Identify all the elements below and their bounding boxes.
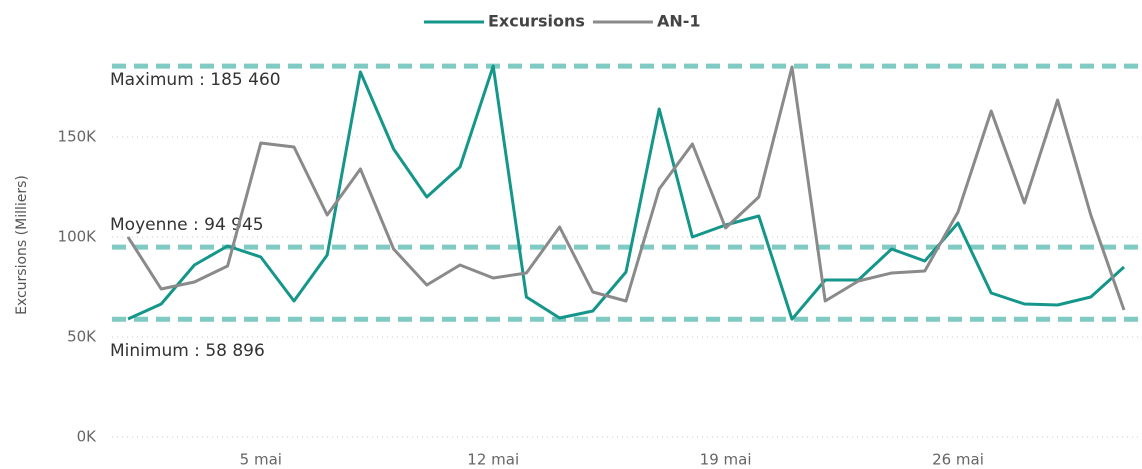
y-tick-label: 0K [77,428,98,446]
x-tick-label: 26 mai [932,451,984,469]
x-tick-label: 19 mai [700,451,752,469]
reference-label: Maximum : 185 460 [110,70,281,90]
y-tick-label: 150K [58,128,98,146]
x-tick-label: 5 mai [240,451,282,469]
reference-label: Minimum : 58 896 [110,341,265,361]
series-line [126,65,1126,311]
y-tick-label: 50K [67,328,97,346]
y-tick-label: 100K [58,228,98,246]
legend-label: Excursions [488,12,585,31]
legend-label: AN-1 [657,12,701,31]
y-axis-title: Excursions (Milliers) [14,175,30,315]
x-tick-label: 12 mai [467,451,519,469]
series-line [127,64,1126,321]
reference-label: Moyenne : 94 945 [110,215,264,235]
